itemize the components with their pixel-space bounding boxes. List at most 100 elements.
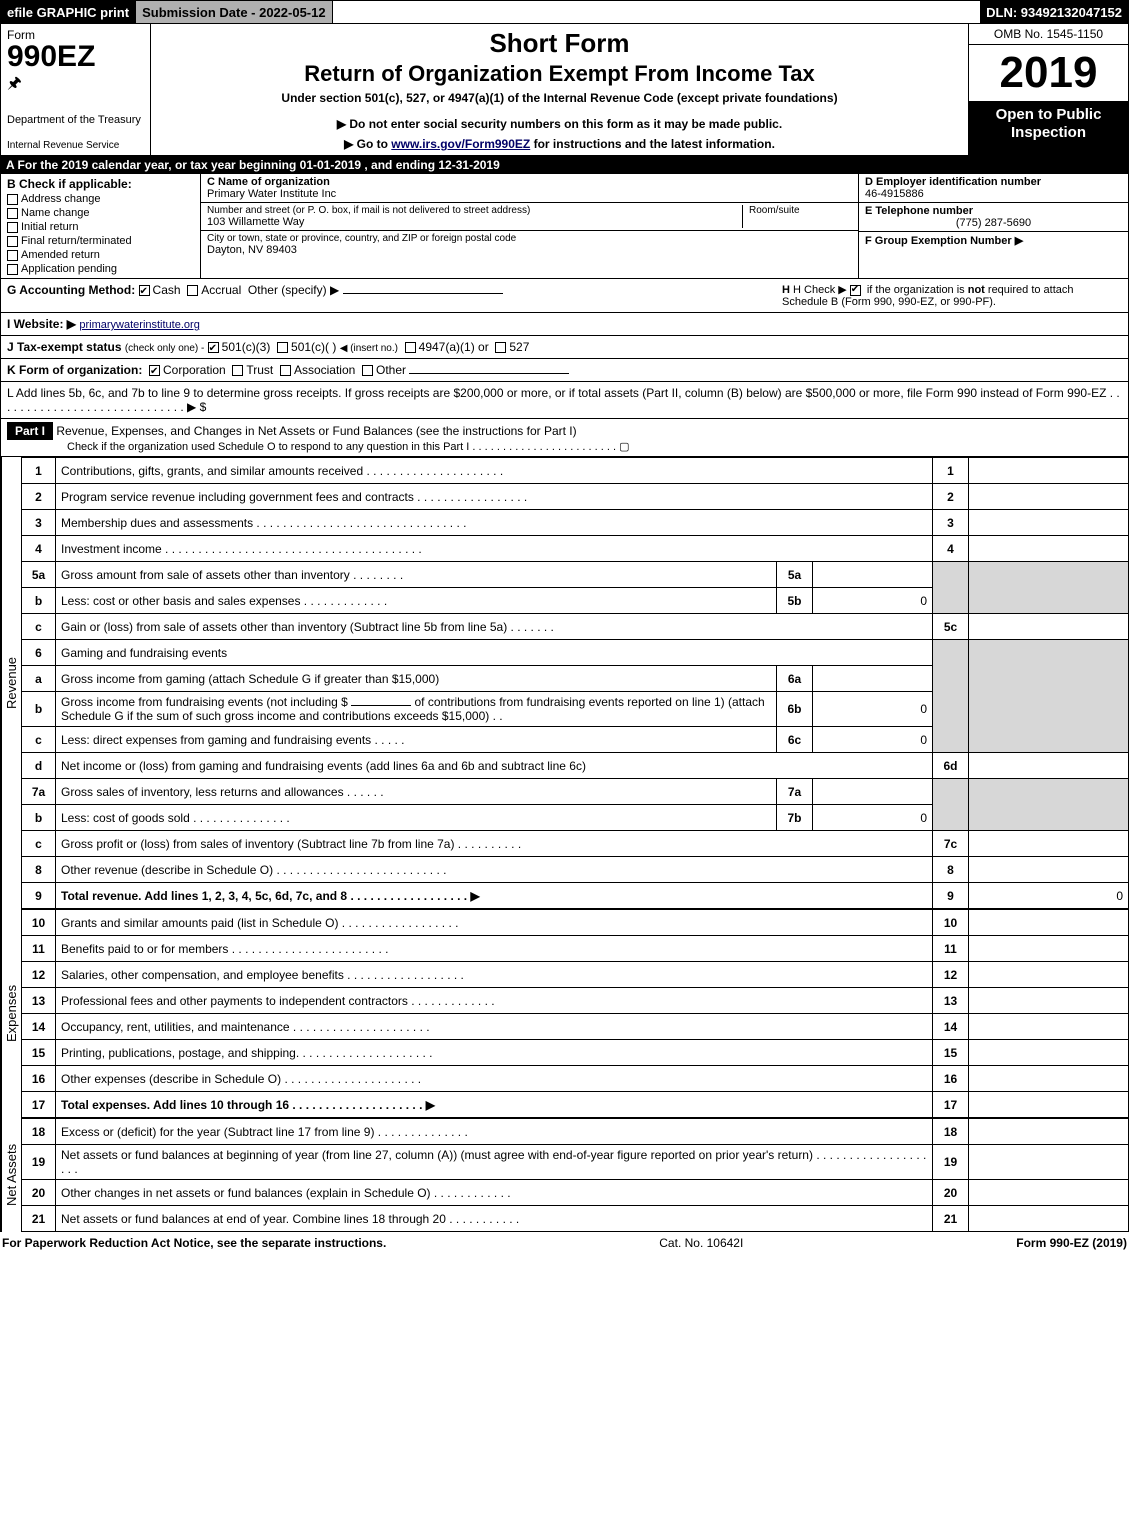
cb-name-change[interactable]: Name change [7,207,194,219]
row-k: K Form of organization: Corporation Trus… [0,359,1129,382]
line-6c: cLess: direct expenses from gaming and f… [22,727,1129,753]
row-i: I Website: ▶ primarywaterinstitute.org [0,313,1129,336]
f-group-label: F Group Exemption Number ▶ [865,234,1122,247]
line-8: 8Other revenue (describe in Schedule O) … [22,857,1129,883]
open-to-public: Open to Public Inspection [969,102,1128,155]
footer-left: For Paperwork Reduction Act Notice, see … [2,1236,386,1250]
header-mid: Short Form Return of Organization Exempt… [151,24,968,155]
line-6: 6Gaming and fundraising events [22,640,1129,666]
treasury-seal-icon: 🖈 [7,72,144,99]
header-left: Form 990EZ 🖈 Department of the Treasury … [1,24,151,155]
line-11: 11Benefits paid to or for members . . . … [22,936,1129,962]
part-i-label: Part I [7,422,53,440]
irs-link[interactable]: www.irs.gov/Form990EZ [391,137,530,151]
line-2: 2Program service revenue including gover… [22,484,1129,510]
line-5c: cGain or (loss) from sale of assets othe… [22,614,1129,640]
h-text1: H Check ▶ [793,284,850,296]
k-corp-cb[interactable] [149,365,160,376]
line-4: 4Investment income . . . . . . . . . . .… [22,536,1129,562]
line-3: 3Membership dues and assessments . . . .… [22,510,1129,536]
6b-blank[interactable] [351,705,411,706]
j-527-cb[interactable] [495,342,506,353]
line-13: 13Professional fees and other payments t… [22,988,1129,1014]
h-text2: if the organization is [867,284,968,296]
net-assets-section: Net Assets 18Excess or (deficit) for the… [0,1118,1129,1232]
dept-treasury: Department of the Treasury [7,114,144,126]
irs-label: Internal Revenue Service [7,140,144,151]
cb-initial-return[interactable]: Initial return [7,221,194,233]
line-21: 21Net assets or fund balances at end of … [22,1206,1129,1232]
k-other-cb[interactable] [362,365,373,376]
cb-address-change[interactable]: Address change [7,193,194,205]
line-15: 15Printing, publications, postage, and s… [22,1040,1129,1066]
j-501c-cb[interactable] [277,342,288,353]
h-checkbox[interactable] [850,285,861,296]
part-i-check: Check if the organization used Schedule … [7,440,1122,453]
row-g: G Accounting Method: Cash Accrual Other … [7,283,782,308]
g-cash: Cash [153,283,181,297]
row-j: J Tax-exempt status (check only one) - 5… [0,336,1129,359]
k-trust: Trust [246,363,273,377]
box-b-header: B Check if applicable: [7,177,194,191]
cb-application-pending[interactable]: Application pending [7,263,194,275]
line-7a: 7aGross sales of inventory, less returns… [22,779,1129,805]
form-title: Return of Organization Exempt From Incom… [163,61,956,87]
footer-right: Form 990-EZ (2019) [1016,1236,1127,1250]
c-street-value: 103 Willamette Way [207,216,732,228]
page-footer: For Paperwork Reduction Act Notice, see … [0,1232,1129,1254]
expenses-section: Expenses 10Grants and similar amounts pa… [0,909,1129,1118]
line-6d: dNet income or (loss) from gaming and fu… [22,753,1129,779]
row-h: H H Check ▶ if the organization is not r… [782,283,1122,308]
footer-mid: Cat. No. 10642I [659,1236,743,1250]
g-accrual-cb[interactable] [187,285,198,296]
k-other-input[interactable] [409,373,569,374]
form-header: Form 990EZ 🖈 Department of the Treasury … [0,24,1129,156]
j-501c3-cb[interactable] [208,342,219,353]
net-assets-side-label: Net Assets [1,1118,21,1232]
k-trust-cb[interactable] [232,365,243,376]
row-l: L Add lines 5b, 6c, and 7b to line 9 to … [0,382,1129,419]
k-other: Other [376,363,406,377]
form-number: 990EZ [7,42,144,72]
expenses-side-label: Expenses [1,909,21,1118]
k-assoc-cb[interactable] [280,365,291,376]
g-cash-cb[interactable] [139,285,150,296]
line-5a: 5aGross amount from sale of assets other… [22,562,1129,588]
c-city-label: City or town, state or province, country… [207,233,516,244]
cb-final-return[interactable]: Final return/terminated [7,235,194,247]
i-website-link[interactable]: primarywaterinstitute.org [79,319,199,331]
efile-print-label[interactable]: efile GRAPHIC print [1,1,135,23]
cb-amended-return[interactable]: Amended return [7,249,194,261]
dln-number: DLN: 93492132047152 [980,1,1128,23]
box-def: D Employer identification number 46-4915… [858,174,1128,278]
line-6a: aGross income from gaming (attach Schedu… [22,666,1129,692]
k-corp: Corporation [163,363,226,377]
j-527: 527 [509,340,529,354]
box-c: C Name of organization Primary Water Ins… [201,174,858,278]
revenue-table: 1Contributions, gifts, grants, and simil… [21,457,1129,909]
g-accrual: Accrual [201,283,241,297]
d-ein-label: D Employer identification number [865,176,1122,188]
row-g-h: G Accounting Method: Cash Accrual Other … [0,279,1129,313]
line-7b: bLess: cost of goods sold . . . . . . . … [22,805,1129,831]
line-a-tax-year: A For the 2019 calendar year, or tax yea… [0,156,1129,174]
j-4947: 4947(a)(1) or [419,340,489,354]
e-tel-label: E Telephone number [865,205,1122,217]
g-other: Other (specify) ▶ [248,283,339,297]
line-12: 12Salaries, other compensation, and empl… [22,962,1129,988]
c-street-label: Number and street (or P. O. box, if mail… [207,205,732,216]
sub-2: ▶ Do not enter social security numbers o… [163,117,956,131]
net-assets-table: 18Excess or (deficit) for the year (Subt… [21,1118,1129,1232]
i-label: I Website: ▶ [7,317,76,331]
j-4947-cb[interactable] [405,342,416,353]
j-insert-no: (insert no.) [340,343,398,354]
top-bar: efile GRAPHIC print Submission Date - 20… [0,0,1129,24]
g-other-input[interactable] [343,293,503,294]
topbar-spacer [333,1,981,23]
omb-number: OMB No. 1545-1150 [969,24,1128,45]
k-assoc: Association [294,363,355,377]
sub3-pre: ▶ Go to [344,137,391,151]
line-19: 19Net assets or fund balances at beginni… [22,1145,1129,1180]
box-b: B Check if applicable: Address change Na… [1,174,201,278]
header-right: OMB No. 1545-1150 2019 Open to Public In… [968,24,1128,155]
